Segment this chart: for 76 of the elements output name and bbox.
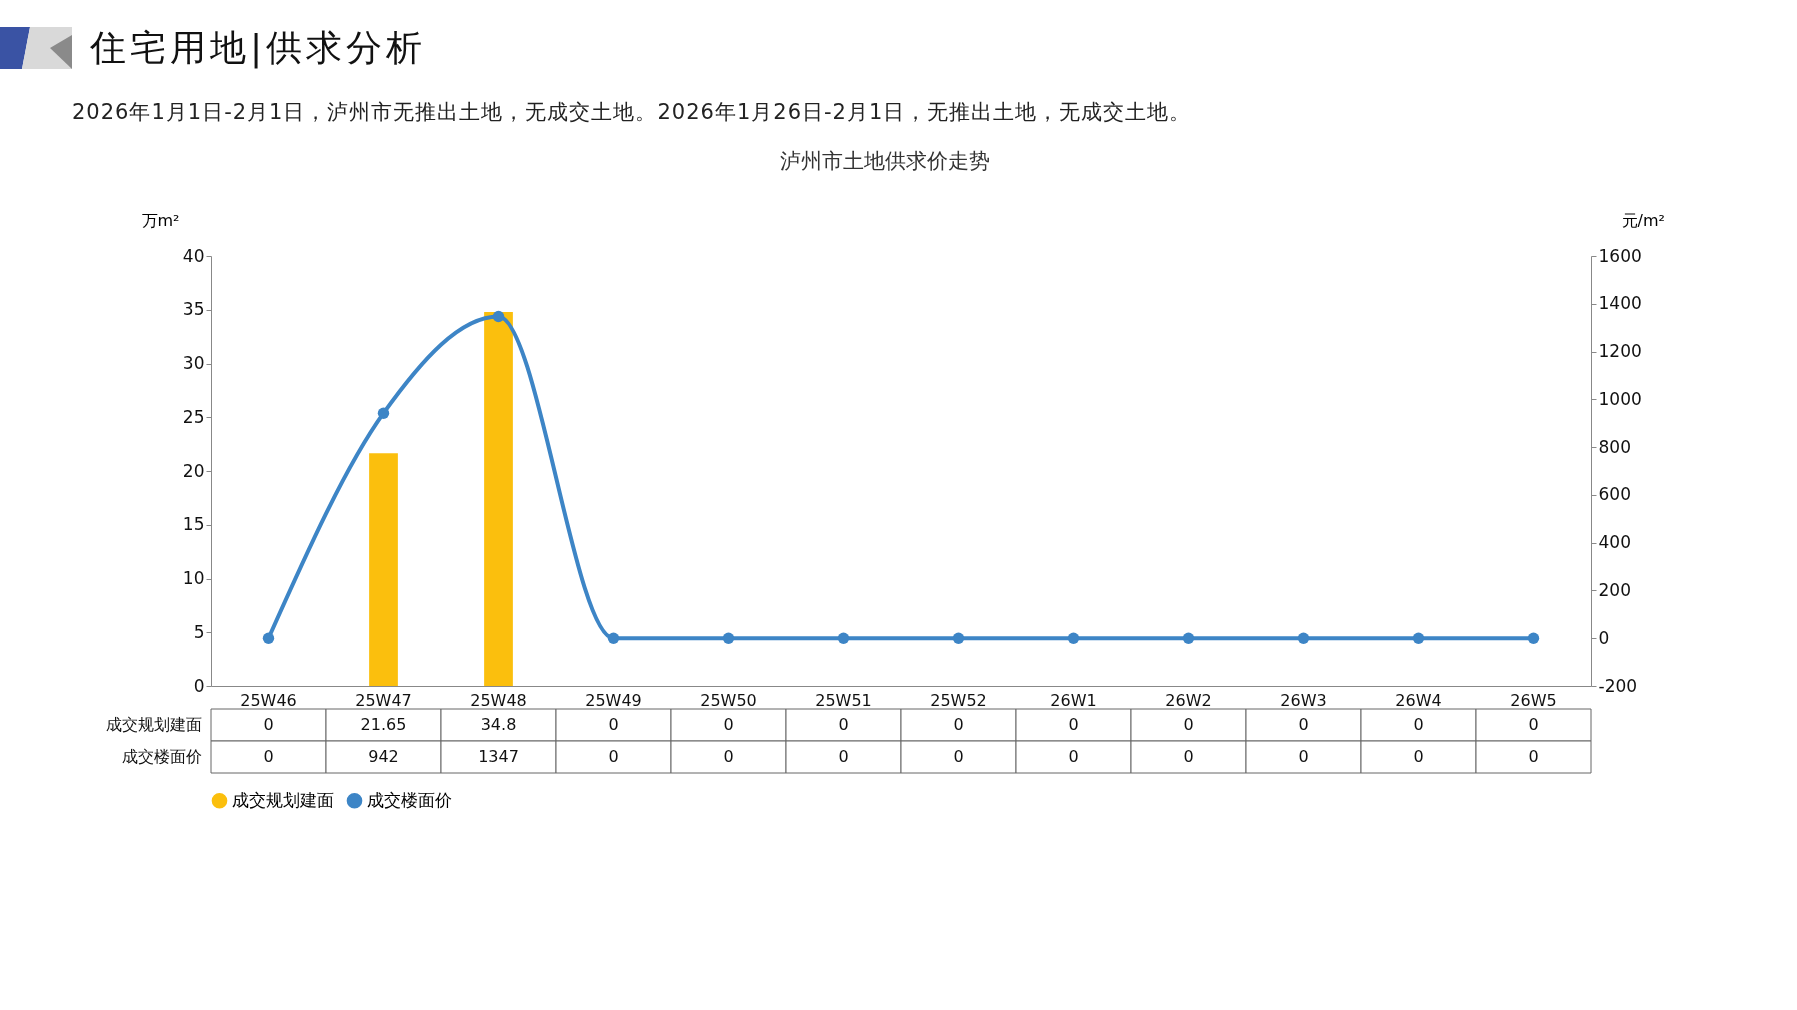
x-tick-label: 25W51 bbox=[815, 690, 872, 710]
data-label: 0 bbox=[1068, 747, 1079, 766]
point bbox=[377, 407, 390, 419]
point bbox=[952, 632, 965, 644]
y2-axis-title: 元/m² bbox=[1621, 210, 1665, 230]
y2-tick-label: 200 bbox=[1598, 579, 1631, 600]
data-label: 0 bbox=[1183, 715, 1194, 734]
y-tick-label: 5 bbox=[193, 621, 205, 642]
y-tick-label: 20 bbox=[182, 460, 205, 481]
text: 成交楼面价 bbox=[121, 747, 202, 766]
point bbox=[607, 632, 620, 644]
data-label: 0 bbox=[953, 747, 964, 766]
y-tick-label: 35 bbox=[182, 299, 205, 320]
x-tick-label: 25W46 bbox=[240, 690, 297, 710]
data-label: 0 bbox=[608, 715, 619, 734]
x-tick-label: 26W1 bbox=[1050, 690, 1097, 710]
y2-tick-label: 1400 bbox=[1598, 293, 1642, 314]
data-label: 0 bbox=[608, 747, 619, 766]
y-tick-label: 40 bbox=[182, 245, 205, 266]
point bbox=[1297, 632, 1310, 644]
data-label: 0 bbox=[838, 715, 849, 734]
data-label: 0 bbox=[1298, 715, 1309, 734]
x-tick-label: 26W4 bbox=[1395, 690, 1442, 710]
y2-tick-label: 800 bbox=[1598, 436, 1631, 457]
data-label: 0 bbox=[723, 715, 734, 734]
point bbox=[837, 632, 850, 644]
y2-tick-label: 600 bbox=[1598, 484, 1631, 505]
data-label: 0 bbox=[723, 747, 734, 766]
point bbox=[1527, 632, 1540, 644]
chart-title: 泸州市土地供求价走势 bbox=[779, 149, 990, 173]
point bbox=[262, 632, 275, 644]
data-label: 0 bbox=[1298, 747, 1309, 766]
legend-label: 成交楼面价 bbox=[367, 789, 452, 810]
y-tick-label: 25 bbox=[182, 406, 205, 427]
data-label: 1347 bbox=[478, 747, 519, 766]
y2-tick-label: 1000 bbox=[1598, 388, 1642, 409]
y-tick-label: 0 bbox=[193, 675, 205, 696]
data-label: 0 bbox=[1528, 715, 1539, 734]
x-tick-label: 26W5 bbox=[1510, 690, 1557, 710]
text: 成交规划建面 bbox=[105, 715, 202, 734]
x-tick-label: 25W48 bbox=[470, 690, 527, 710]
data-label: 0 bbox=[263, 715, 274, 734]
data-label: 34.8 bbox=[480, 715, 517, 734]
y-axis-title: 万m² bbox=[141, 210, 180, 230]
y-tick-label: 15 bbox=[182, 514, 205, 535]
x-tick-label: 25W47 bbox=[355, 690, 412, 710]
data-label: 0 bbox=[1528, 747, 1539, 766]
data-label: 0 bbox=[1183, 747, 1194, 766]
data-label: 0 bbox=[1068, 715, 1079, 734]
data-label: 21.65 bbox=[360, 715, 407, 734]
data-label: 0 bbox=[838, 747, 849, 766]
x-tick-label: 25W49 bbox=[585, 690, 642, 710]
y2-tick-label: 0 bbox=[1598, 627, 1610, 648]
point bbox=[492, 310, 505, 323]
x-tick-label: 26W2 bbox=[1165, 690, 1212, 710]
data-label: 0 bbox=[1413, 747, 1424, 766]
x-tick-label: 25W52 bbox=[930, 690, 987, 710]
data-label: 0 bbox=[263, 747, 274, 766]
data-label: 0 bbox=[953, 715, 964, 734]
y-tick-label: 10 bbox=[182, 568, 205, 588]
point bbox=[1412, 632, 1425, 644]
x-tick-label: 25W50 bbox=[700, 690, 757, 710]
point bbox=[722, 632, 735, 644]
y2-tick-label: 400 bbox=[1598, 532, 1631, 553]
point bbox=[1067, 632, 1080, 644]
y2-tick-label: -200 bbox=[1598, 675, 1638, 696]
text: 2026年1月1日-2月1日，泸州市无推出土地，无成交土地。2026年1月26日-2月1日，无推出土地，无成交土地。 bbox=[72, 99, 1193, 126]
data-label: 0 bbox=[1413, 715, 1424, 734]
point bbox=[1182, 632, 1195, 644]
text: 住宅用地|供求分析 bbox=[90, 25, 427, 71]
legend-label: 成交规划建面 bbox=[232, 789, 334, 810]
y2-tick-label: 1200 bbox=[1598, 341, 1642, 362]
data-label: 942 bbox=[368, 747, 399, 766]
x-tick-label: 26W3 bbox=[1280, 690, 1327, 710]
y2-tick-label: 1600 bbox=[1598, 245, 1642, 266]
y-tick-label: 30 bbox=[182, 353, 205, 373]
